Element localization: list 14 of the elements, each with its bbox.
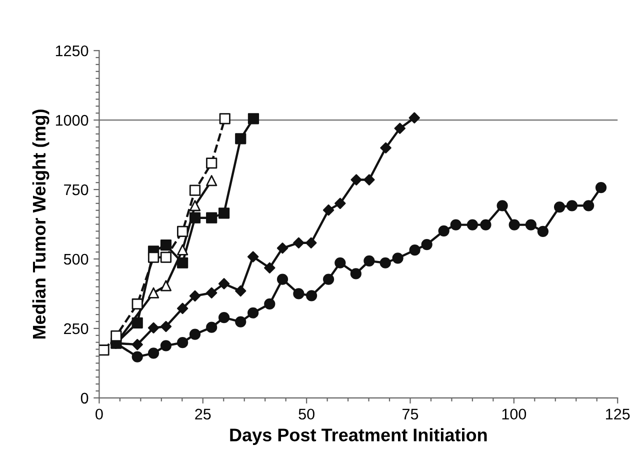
y-tick-label: 250 (64, 323, 88, 334)
y-tick-label: 500 (64, 254, 88, 265)
x-tick-label: 125 (606, 408, 630, 420)
y-tick-label: 1000 (56, 114, 88, 126)
x-tick-label: 100 (502, 408, 526, 420)
x-tick-label: 50 (298, 408, 314, 420)
x-tick-label: 25 (195, 408, 211, 420)
y-axis-title: Median Tumor Weight (mg) (32, 110, 50, 339)
y-tick-label: 0 (80, 392, 88, 404)
y-tick-label: 1250 (56, 45, 88, 56)
x-axis-title: Days Post Treatment Initiation (230, 428, 487, 445)
x-tick-label: 75 (402, 408, 418, 420)
x-tick-label: 0 (96, 408, 103, 420)
y-tick-label: 750 (64, 184, 88, 196)
